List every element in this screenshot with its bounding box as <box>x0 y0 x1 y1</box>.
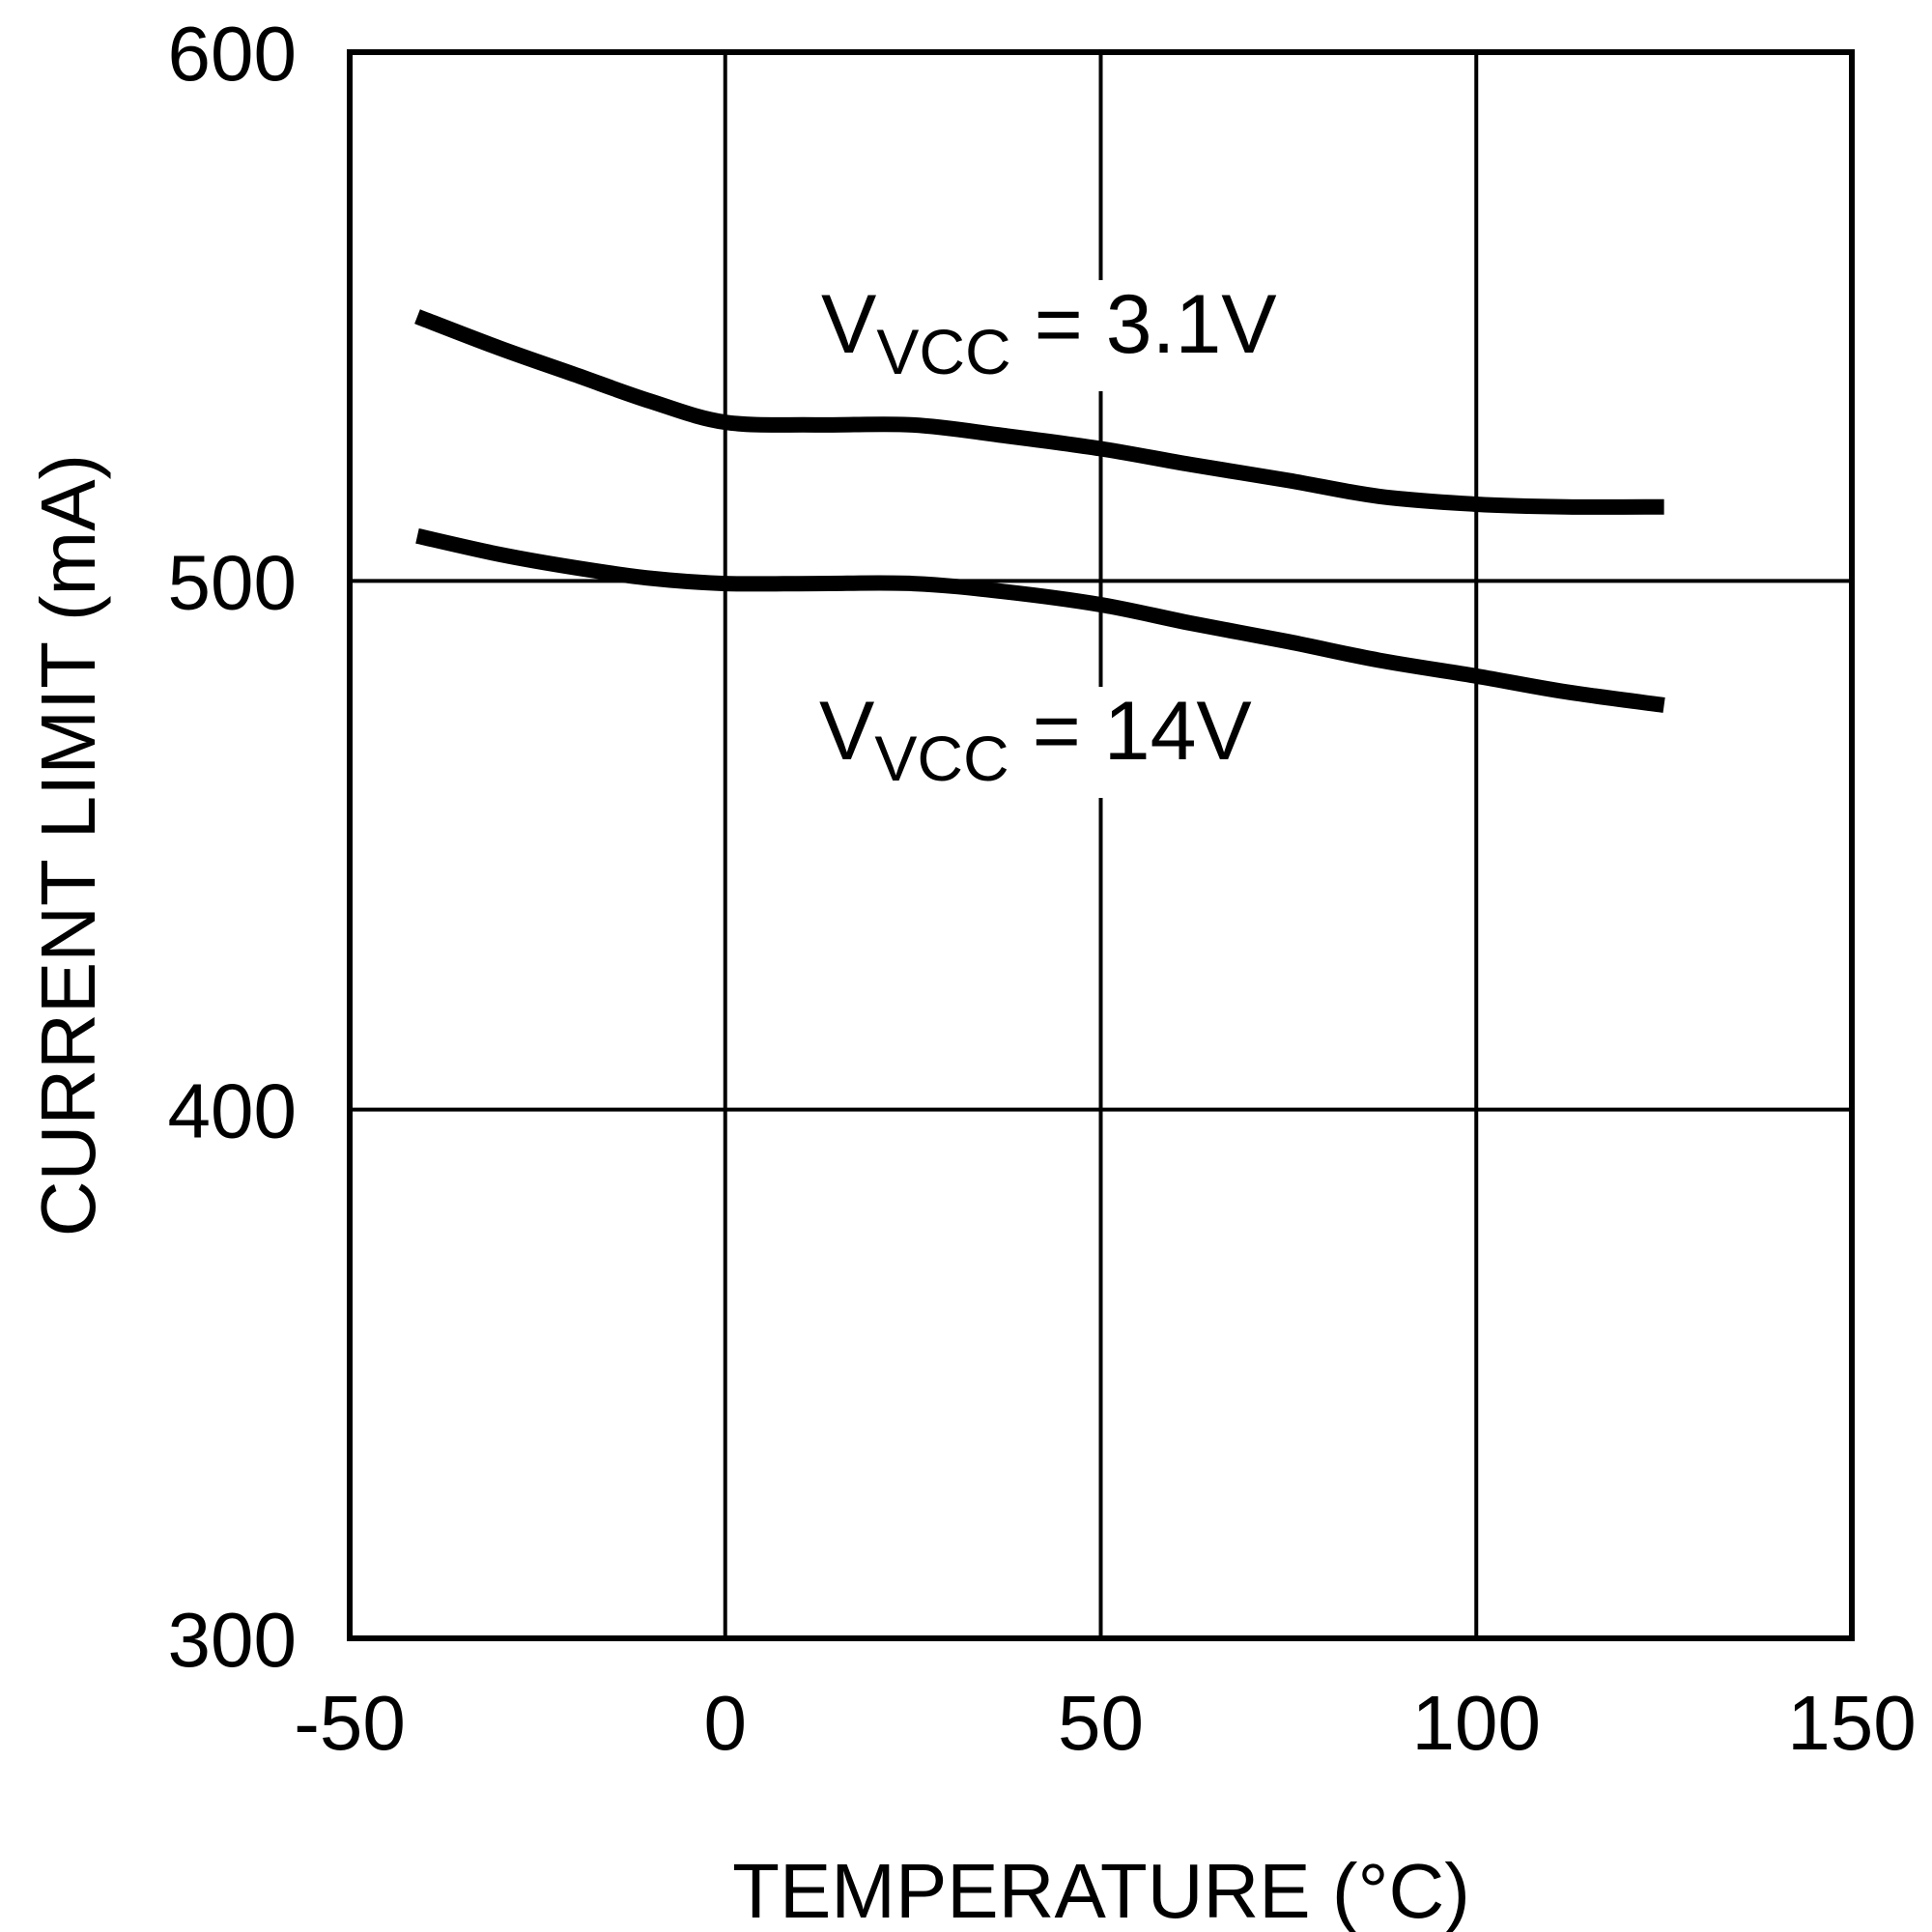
plot-frame <box>347 49 1855 1641</box>
series-line-0 <box>414 309 1664 515</box>
y-tick-label: 500 <box>168 539 297 625</box>
tick-labels: -50 0 50 100 150 300 400 500 600 <box>168 11 1917 1766</box>
x-tick-label: -50 <box>294 1680 406 1766</box>
y-tick-label: 300 <box>168 1597 297 1683</box>
series-label-1: VVCC = 14V <box>819 685 1252 794</box>
x-tick-label: 150 <box>1787 1680 1916 1766</box>
series-label-background <box>810 687 1264 798</box>
x-axis-title: TEMPERATURE (°C) <box>732 1848 1470 1932</box>
series-label-main: V <box>819 685 874 778</box>
series-label-value: = 3.1V <box>1011 278 1277 371</box>
y-axis-title: CURRENT LIMIT (mA) <box>25 454 111 1236</box>
x-tick-label: 0 <box>704 1680 748 1766</box>
series-label-background <box>811 280 1294 391</box>
y-tick-label: 600 <box>168 11 297 97</box>
series-label-subscript: VCC <box>876 316 1010 387</box>
x-tick-label: 100 <box>1412 1680 1541 1766</box>
series-lines <box>414 309 1665 713</box>
series-line-1 <box>415 528 1665 713</box>
series-label-value: = 14V <box>1009 685 1252 778</box>
series-label-0: VVCC = 3.1V <box>821 278 1277 387</box>
series-label-main: V <box>821 278 876 371</box>
series-label-subscript: VCC <box>874 723 1009 794</box>
x-tick-label: 50 <box>1058 1680 1144 1766</box>
y-tick-label: 400 <box>168 1068 297 1154</box>
